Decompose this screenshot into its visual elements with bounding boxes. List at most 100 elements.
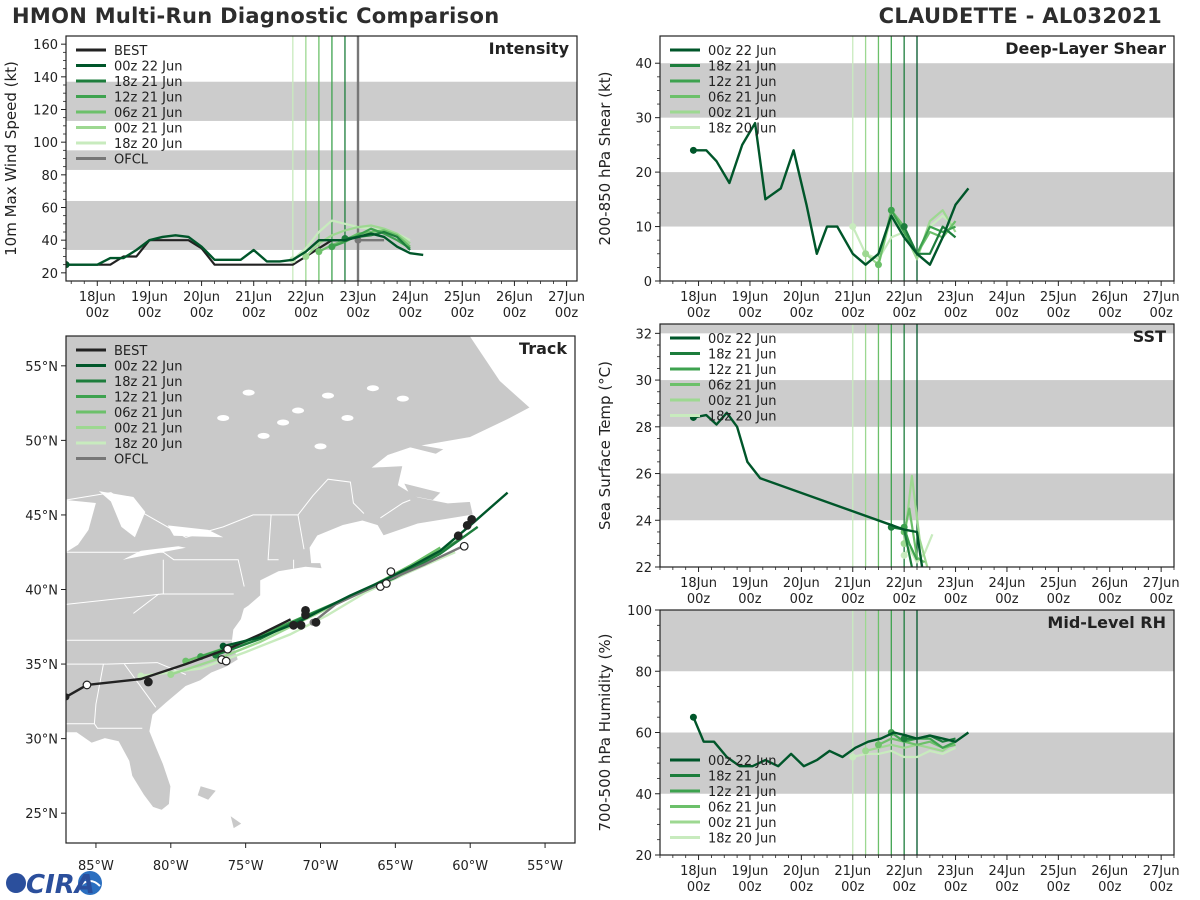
series-start-r12z21 [887, 206, 895, 214]
x-tick-label-hour: 00z [1149, 880, 1173, 895]
series-start-r06z21 [315, 248, 323, 256]
x-tick-label-hour: 00z [841, 306, 865, 321]
lat-tick-label: 50°N [25, 434, 58, 449]
x-tick-label-hour: 00z [995, 592, 1019, 607]
best-point-9 [311, 617, 321, 627]
panel-title: Intensity [489, 39, 570, 58]
x-tick-label-day: 21Jun [834, 864, 871, 879]
x-tick-label-hour: 00z [1047, 592, 1071, 607]
legend-label-r18z20: 18z 20 Jun [114, 437, 183, 452]
legend-label-r18z20: 18z 20 Jun [114, 137, 183, 152]
lake-spot-2 [341, 415, 354, 422]
legend-label-r12z21: 12z 21 Jun [708, 363, 777, 378]
x-tick-label-hour: 00z [398, 306, 422, 321]
boundary-1 [66, 551, 245, 587]
series-start-r00z22 [689, 713, 697, 721]
lake-spot-6 [396, 395, 409, 402]
y-tick-label: 80 [635, 665, 652, 680]
best-point-13 [453, 531, 463, 541]
y-tick-label: 40 [635, 788, 652, 803]
lake-spot-3 [257, 432, 270, 439]
series-start-r06z21 [874, 261, 882, 269]
series-r00z22 [693, 121, 970, 266]
x-tick-label-day: 18Jun [79, 290, 116, 305]
y-tick-label: 60 [41, 202, 58, 217]
y-tick-label: 160 [33, 38, 58, 53]
y-tick-label: 28 [635, 421, 652, 436]
series-r00z22 [692, 716, 970, 768]
lat-tick-label: 55°N [25, 360, 58, 375]
y-axis-label: 10m Max Wind Speed (kt) [2, 61, 20, 256]
x-tick-label-hour: 00z [190, 306, 214, 321]
x-tick-label-day: 21Jun [235, 290, 272, 305]
x-tick-label-hour: 00z [138, 306, 162, 321]
x-tick-label-hour: 00z [346, 306, 370, 321]
legend-label-ofcl: OFCL [114, 453, 149, 468]
legend-label-r00z21: 00z 21 Jun [708, 394, 777, 409]
legend-label-r18z21: 18z 21 Jun [708, 60, 777, 75]
x-tick-label-day: 23Jun [340, 290, 377, 305]
x-tick-label-day: 25Jun [1040, 576, 1077, 591]
best-point-12 [386, 567, 396, 577]
legend-label-r06z21: 06z 21 Jun [114, 406, 183, 421]
x-tick-label-hour: 00z [892, 880, 916, 895]
x-tick-label-hour: 00z [1098, 592, 1122, 607]
y-tick-label: 20 [635, 849, 652, 864]
track-start-r00z21 [167, 670, 175, 678]
series-start-r00z21 [862, 747, 870, 755]
x-tick-label-hour: 00z [451, 306, 475, 321]
legend-label-r12z21: 12z 21 Jun [114, 391, 183, 406]
x-tick-label-hour: 00z [242, 306, 266, 321]
lat-tick-label: 45°N [25, 509, 58, 524]
x-tick-label-day: 19Jun [732, 864, 769, 879]
x-tick-label-day: 20Jun [183, 290, 220, 305]
boundary-9 [267, 514, 279, 561]
page-title-right: CLAUDETTE - AL032021 [878, 4, 1162, 28]
island-3 [230, 816, 242, 829]
boundary-14 [380, 499, 411, 519]
x-tick-label-hour: 00z [1149, 306, 1173, 321]
lake-2 [122, 546, 186, 560]
legend-label-r18z21: 18z 21 Jun [114, 375, 183, 390]
legend-label-best: BEST [114, 344, 147, 359]
y-tick-label: 0 [644, 275, 652, 290]
map-area [66, 336, 575, 843]
lake-0 [98, 491, 146, 538]
lake-spot-0 [292, 407, 305, 414]
x-tick-label-hour: 00z [892, 592, 916, 607]
x-tick-label-day: 23Jun [937, 290, 974, 305]
x-tick-label-hour: 00z [995, 880, 1019, 895]
y-tick-label: 120 [33, 104, 58, 119]
lake-1 [167, 525, 224, 538]
x-tick-label-day: 23Jun [937, 864, 974, 879]
series-start-r18z21 [900, 735, 908, 743]
lon-tick-label: 55°W [527, 859, 563, 874]
x-tick-label-day: 18Jun [680, 290, 717, 305]
legend-label-r00z22: 00z 22 Jun [708, 332, 777, 347]
band-2 [66, 81, 577, 121]
y-tick-label: 30 [635, 374, 652, 389]
panel-title: Mid-Level RH [1047, 613, 1166, 632]
band-1 [66, 150, 577, 170]
series-start-r12z21 [328, 243, 336, 251]
y-axis-label: 200-850 hPa Shear (kt) [596, 72, 614, 246]
x-tick-label-day: 27Jun [1143, 576, 1180, 591]
boundary-2 [66, 593, 234, 605]
legend-label-r00z22: 00z 22 Jun [114, 360, 183, 375]
boundary-11 [297, 514, 305, 550]
lat-tick-label: 30°N [25, 733, 58, 748]
x-tick-label-day: 26Jun [1091, 864, 1128, 879]
legend-label-r06z21: 06z 21 Jun [114, 106, 183, 121]
x-tick-label-hour: 00z [1047, 306, 1071, 321]
y-tick-label: 22 [635, 561, 652, 576]
y-tick-label: 20 [41, 267, 58, 282]
boundary-13 [133, 593, 160, 614]
x-tick-label-day: 25Jun [1040, 864, 1077, 879]
x-tick-label-day: 22Jun [886, 290, 923, 305]
series-start-r18z20 [900, 551, 908, 559]
x-tick-label-hour: 00z [86, 306, 110, 321]
x-tick-label-hour: 00z [790, 306, 814, 321]
shear-panel: 01020304018Jun00z19Jun00z20Jun00z21Jun00… [596, 35, 1180, 321]
